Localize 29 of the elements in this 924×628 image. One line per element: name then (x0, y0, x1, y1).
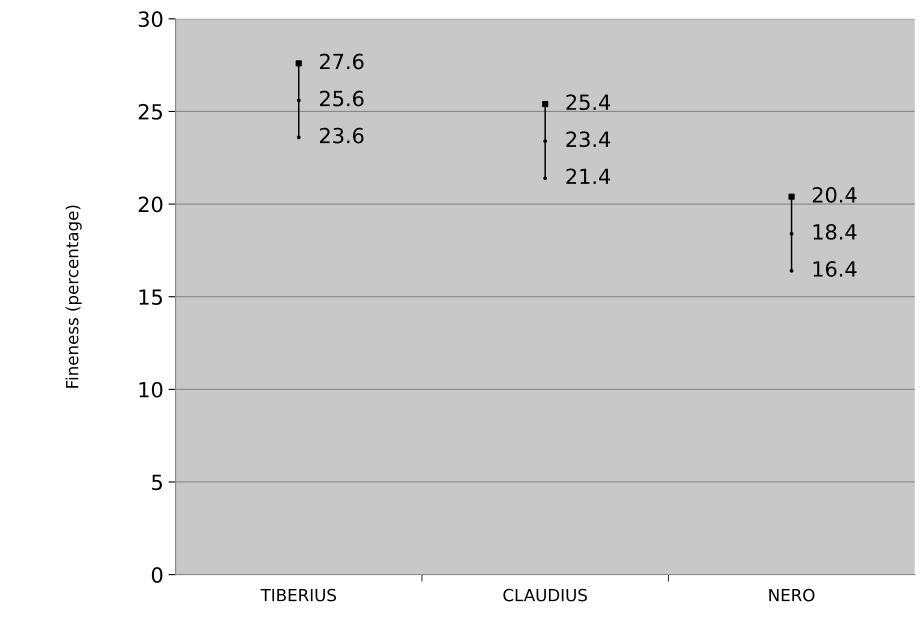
data-label: 16.4 (814, 261, 856, 277)
data-label: 21.4 (566, 168, 610, 184)
data-label: 20.4 (812, 186, 856, 203)
data-label: 18.4 (814, 224, 856, 240)
point (543, 139, 548, 144)
point (296, 60, 302, 66)
x-tick-label: CLAUDIUS (503, 588, 587, 602)
y-tick-label: 15 (140, 289, 162, 305)
data-label: 23.4 (566, 131, 610, 148)
point (788, 194, 795, 200)
y-tick-label: 25 (138, 104, 162, 120)
data-label: 23.6 (320, 128, 364, 144)
data-label: 27.6 (320, 54, 364, 70)
y-tick-label: 0 (152, 567, 162, 583)
data-label: 25.6 (320, 90, 364, 106)
point (543, 176, 548, 180)
y-axis-title: Fineness (percentage) (66, 206, 82, 388)
x-tick-label: NERO (769, 588, 814, 602)
data-label: 25.4 (566, 94, 610, 110)
point (296, 98, 301, 102)
y-tick-label: 20 (138, 196, 162, 212)
y-tick-label: 30 (138, 11, 162, 28)
x-tick-label: TIBERIUS (260, 588, 336, 602)
point (296, 136, 301, 140)
point (790, 232, 794, 236)
point (790, 268, 794, 273)
y-tick-label: 10 (140, 382, 162, 398)
y-tick-label: 5 (152, 474, 162, 490)
point (542, 100, 548, 108)
